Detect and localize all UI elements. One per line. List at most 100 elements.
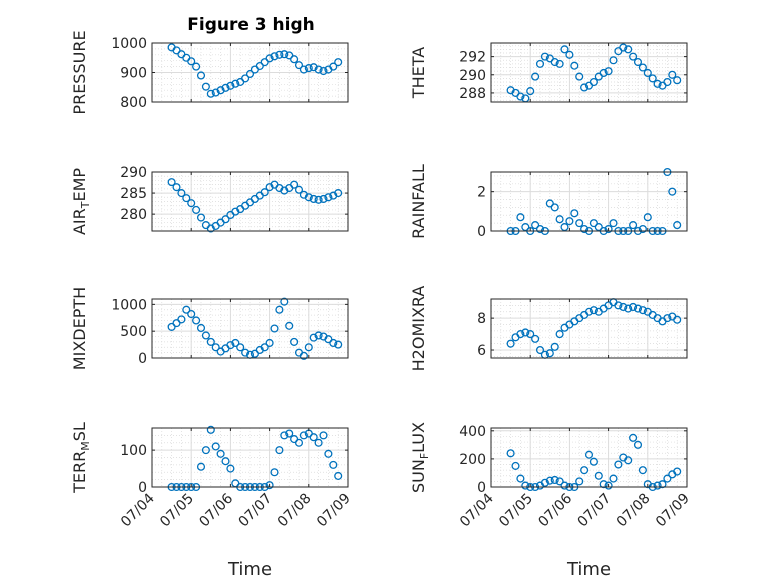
panel-2: 288 290 292 THETA bbox=[409, 42, 688, 103]
data-point bbox=[294, 61, 304, 70]
data-point bbox=[280, 431, 289, 440]
data-point bbox=[319, 66, 328, 76]
data-point bbox=[187, 57, 196, 66]
y-tick-label: 0 bbox=[477, 224, 486, 240]
data-point bbox=[516, 330, 525, 339]
data-point bbox=[535, 345, 545, 355]
data-point bbox=[196, 462, 206, 471]
y-tick-label: 900 bbox=[120, 66, 147, 82]
data-point bbox=[658, 480, 667, 489]
data-point bbox=[309, 433, 318, 442]
y-axis-label-rest: SL bbox=[70, 422, 89, 441]
data-point bbox=[521, 328, 530, 337]
data-point bbox=[594, 223, 603, 232]
y-tick-label: 6 bbox=[477, 343, 486, 359]
data-point bbox=[172, 183, 181, 192]
data-point bbox=[545, 476, 554, 485]
data-point bbox=[516, 213, 525, 222]
data-point bbox=[285, 51, 294, 60]
data-point bbox=[638, 63, 647, 72]
data-point bbox=[619, 302, 628, 312]
y-tick-label: 500 bbox=[120, 324, 147, 340]
panel-5: 0 500 1000 MIXDEPTH bbox=[70, 287, 349, 370]
plot-area bbox=[152, 299, 348, 358]
data-point bbox=[673, 467, 682, 476]
y-axis-label: THETA bbox=[409, 47, 428, 99]
data-point bbox=[633, 58, 643, 67]
y-axis-label-main: TERR bbox=[70, 451, 89, 494]
data-point bbox=[192, 316, 201, 325]
data-point bbox=[275, 50, 284, 59]
data-point bbox=[594, 471, 603, 480]
data-point bbox=[196, 323, 206, 333]
data-point bbox=[236, 343, 245, 352]
data-point bbox=[663, 314, 672, 323]
y-tick-label: 1000 bbox=[111, 297, 147, 313]
axes-frame bbox=[490, 427, 688, 488]
data-point bbox=[624, 45, 633, 54]
data-point bbox=[182, 194, 191, 203]
data-point bbox=[319, 194, 328, 204]
data-point bbox=[604, 481, 613, 490]
data-point bbox=[633, 304, 643, 313]
data-point bbox=[309, 194, 318, 204]
data-point bbox=[187, 199, 196, 208]
data-point bbox=[643, 213, 652, 222]
data-point bbox=[643, 68, 652, 78]
data-point bbox=[329, 338, 338, 348]
data-point bbox=[182, 305, 191, 314]
panel-1: 800 900 1000 PRESSURE bbox=[70, 30, 349, 115]
data-point bbox=[260, 343, 269, 352]
data-point bbox=[231, 338, 240, 348]
axes-frame bbox=[151, 427, 349, 488]
data-point bbox=[304, 343, 313, 352]
data-point bbox=[167, 178, 176, 187]
data-point bbox=[231, 79, 240, 88]
y-axis-label-main: RAINFALL bbox=[409, 164, 428, 239]
data-point bbox=[545, 349, 554, 358]
data-point bbox=[226, 81, 235, 90]
data-point bbox=[270, 324, 279, 333]
y-axis-label: PRESSURE bbox=[70, 30, 89, 114]
x-axis-label: Time bbox=[227, 559, 272, 580]
data-point bbox=[275, 446, 284, 455]
data-point bbox=[589, 457, 598, 466]
y-tick-label: 0 bbox=[138, 480, 147, 496]
y-tick-label: 800 bbox=[120, 95, 147, 111]
data-point bbox=[653, 79, 662, 88]
data-point bbox=[309, 63, 318, 72]
plot-area bbox=[152, 172, 348, 231]
data-point bbox=[668, 187, 677, 196]
data-point bbox=[575, 72, 584, 81]
data-point bbox=[290, 180, 299, 189]
data-point bbox=[614, 301, 623, 310]
data-point bbox=[285, 321, 294, 330]
data-point bbox=[580, 466, 589, 475]
data-point bbox=[177, 315, 186, 324]
data-point bbox=[260, 188, 269, 197]
data-point bbox=[624, 456, 633, 465]
y-axis-label-main: AIR bbox=[70, 208, 89, 235]
data-point bbox=[609, 219, 618, 228]
data-point bbox=[334, 340, 343, 349]
data-point bbox=[526, 330, 535, 339]
data-point bbox=[319, 431, 328, 440]
data-point bbox=[668, 70, 677, 79]
data-point bbox=[550, 475, 559, 485]
data-point bbox=[329, 460, 338, 469]
data-point bbox=[550, 203, 559, 212]
data-point bbox=[196, 213, 206, 222]
data-point bbox=[309, 333, 318, 342]
data-point bbox=[565, 217, 574, 226]
y-tick-label: 100 bbox=[120, 443, 147, 459]
data-point bbox=[221, 215, 230, 224]
data-point bbox=[540, 52, 549, 61]
y-tick-label: 400 bbox=[459, 424, 486, 440]
data-point bbox=[294, 438, 304, 447]
data-point bbox=[629, 221, 638, 230]
axes-frame bbox=[151, 298, 349, 359]
data-point bbox=[663, 77, 672, 87]
data-point bbox=[172, 46, 181, 55]
data-point bbox=[506, 449, 515, 458]
